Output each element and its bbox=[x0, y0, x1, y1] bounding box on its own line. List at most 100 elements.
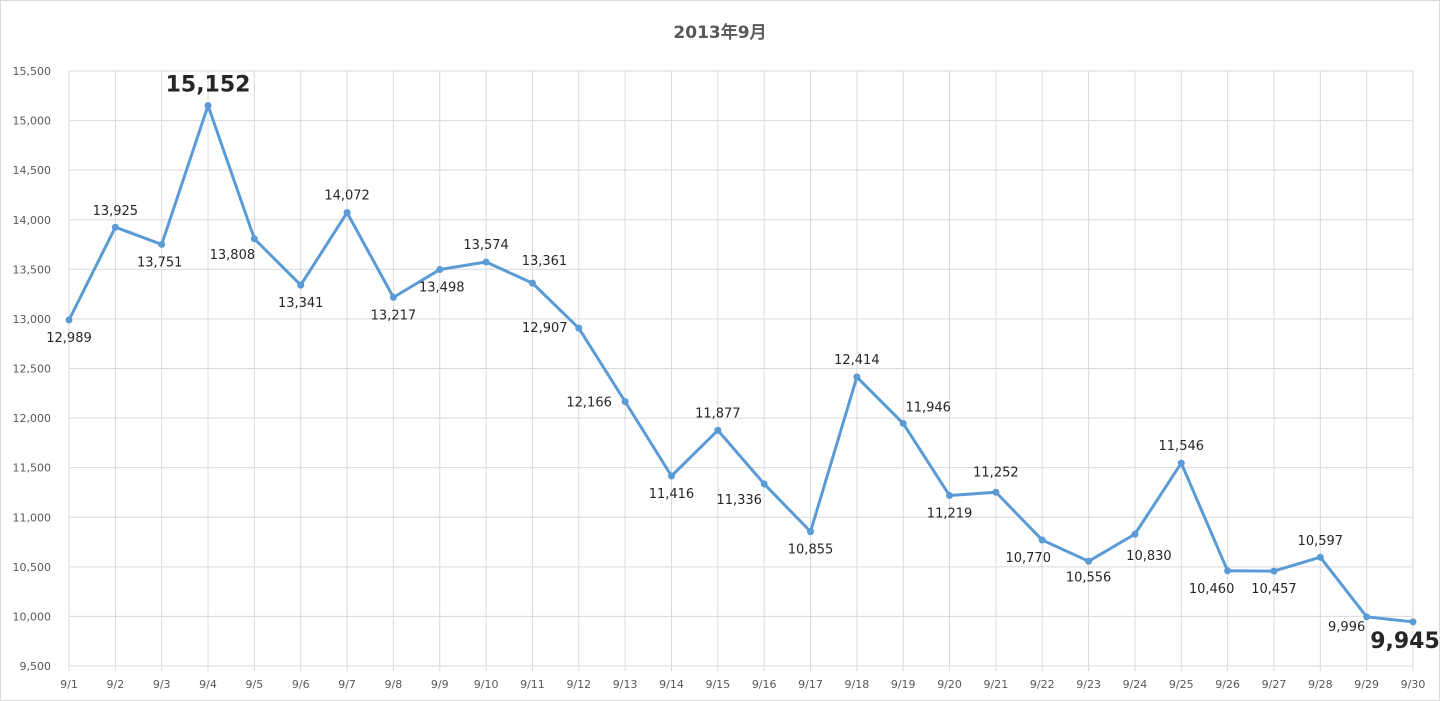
y-tick-label: 14,000 bbox=[13, 214, 52, 227]
data-point bbox=[204, 102, 212, 110]
data-label: 10,457 bbox=[1251, 582, 1297, 597]
data-label: 11,252 bbox=[973, 465, 1019, 480]
data-point bbox=[807, 528, 815, 536]
data-label: 11,219 bbox=[927, 507, 973, 522]
data-label: 13,574 bbox=[463, 238, 509, 253]
min-data-label: 9,945 bbox=[1370, 629, 1439, 654]
data-label: 11,877 bbox=[695, 406, 741, 421]
x-tick-label: 9/19 bbox=[891, 678, 916, 691]
data-point bbox=[436, 266, 444, 274]
x-tick-label: 9/14 bbox=[659, 678, 684, 691]
data-point bbox=[714, 426, 722, 434]
data-point bbox=[899, 419, 907, 427]
y-tick-label: 10,500 bbox=[13, 561, 52, 574]
data-label: 14,072 bbox=[324, 189, 370, 204]
max-data-label: 15,152 bbox=[166, 73, 251, 98]
x-tick-label: 9/16 bbox=[752, 678, 777, 691]
y-tick-label: 12,000 bbox=[13, 412, 52, 425]
data-label: 10,460 bbox=[1189, 582, 1235, 597]
y-tick-label: 15,500 bbox=[13, 65, 52, 78]
x-tick-label: 9/26 bbox=[1215, 678, 1240, 691]
series-line bbox=[67, 104, 1414, 624]
data-label: 10,556 bbox=[1066, 570, 1112, 585]
data-point bbox=[1316, 553, 1324, 561]
data-point bbox=[158, 240, 166, 248]
data-point bbox=[1131, 530, 1139, 538]
data-point bbox=[667, 472, 675, 480]
y-tick-label: 12,500 bbox=[13, 363, 52, 376]
x-tick-label: 9/13 bbox=[613, 678, 638, 691]
x-tick-label: 9/30 bbox=[1401, 678, 1426, 691]
y-tick-label: 14,500 bbox=[13, 164, 52, 177]
data-point bbox=[1177, 459, 1185, 467]
data-point bbox=[389, 293, 397, 301]
data-label: 12,989 bbox=[46, 331, 92, 346]
x-tick-label: 9/8 bbox=[385, 678, 403, 691]
data-label: 11,546 bbox=[1159, 439, 1205, 454]
x-tick-label: 9/2 bbox=[106, 678, 124, 691]
data-label: 11,416 bbox=[649, 487, 695, 502]
data-point bbox=[343, 209, 351, 217]
x-tick-label: 9/27 bbox=[1262, 678, 1287, 691]
x-tick-label: 9/28 bbox=[1308, 678, 1333, 691]
y-tick-label: 13,500 bbox=[13, 263, 52, 276]
data-label: 13,361 bbox=[522, 254, 568, 269]
data-label: 11,946 bbox=[905, 400, 951, 415]
y-tick-label: 11,000 bbox=[13, 511, 52, 524]
data-label: 13,925 bbox=[93, 204, 139, 219]
data-point bbox=[992, 488, 1000, 496]
data-point bbox=[528, 279, 536, 287]
data-label: 12,414 bbox=[834, 353, 880, 368]
chart-title: 2013年9月 bbox=[673, 22, 766, 43]
x-tick-label: 9/15 bbox=[705, 678, 730, 691]
data-point bbox=[297, 281, 305, 289]
data-point bbox=[853, 373, 861, 381]
data-label: 13,498 bbox=[419, 281, 465, 296]
data-point bbox=[946, 492, 954, 500]
data-label: 10,597 bbox=[1298, 534, 1344, 549]
x-tick-label: 9/4 bbox=[199, 678, 217, 691]
data-point bbox=[250, 235, 258, 243]
x-tick-label: 9/17 bbox=[798, 678, 823, 691]
data-label: 10,770 bbox=[1005, 551, 1051, 566]
data-label: 10,855 bbox=[788, 543, 834, 558]
x-tick-label: 9/11 bbox=[520, 678, 545, 691]
data-label: 12,166 bbox=[566, 396, 612, 411]
x-tick-label: 9/3 bbox=[153, 678, 171, 691]
y-tick-label: 9,500 bbox=[20, 660, 52, 673]
data-point bbox=[575, 324, 583, 332]
data-label: 13,217 bbox=[371, 308, 417, 323]
data-point bbox=[760, 480, 768, 488]
data-label: 13,751 bbox=[137, 255, 183, 270]
data-label: 11,336 bbox=[716, 493, 762, 508]
y-tick-label: 13,000 bbox=[13, 313, 52, 326]
y-tick-label: 11,500 bbox=[13, 462, 52, 475]
data-label: 13,808 bbox=[210, 248, 256, 263]
data-point bbox=[1363, 613, 1371, 621]
x-tick-label: 9/18 bbox=[845, 678, 870, 691]
y-tick-label: 15,000 bbox=[13, 115, 52, 128]
data-point bbox=[1038, 536, 1046, 544]
x-tick-label: 9/24 bbox=[1123, 678, 1148, 691]
x-tick-label: 9/7 bbox=[338, 678, 356, 691]
data-label: 13,341 bbox=[278, 296, 324, 311]
data-label: 12,907 bbox=[522, 321, 568, 336]
data-point bbox=[1270, 567, 1278, 575]
y-tick-label: 10,000 bbox=[13, 610, 52, 623]
x-tick-label: 9/25 bbox=[1169, 678, 1194, 691]
x-tick-label: 9/10 bbox=[474, 678, 499, 691]
data-point bbox=[1085, 557, 1093, 565]
data-point bbox=[1224, 567, 1232, 575]
data-point bbox=[621, 398, 629, 406]
x-tick-label: 9/5 bbox=[246, 678, 264, 691]
data-label: 10,830 bbox=[1126, 549, 1172, 564]
x-tick-label: 9/9 bbox=[431, 678, 449, 691]
x-tick-label: 9/12 bbox=[566, 678, 591, 691]
x-tick-label: 9/23 bbox=[1076, 678, 1101, 691]
x-tick-label: 9/22 bbox=[1030, 678, 1055, 691]
x-tick-label: 9/6 bbox=[292, 678, 310, 691]
x-tick-label: 9/20 bbox=[937, 678, 962, 691]
data-point bbox=[111, 223, 119, 231]
